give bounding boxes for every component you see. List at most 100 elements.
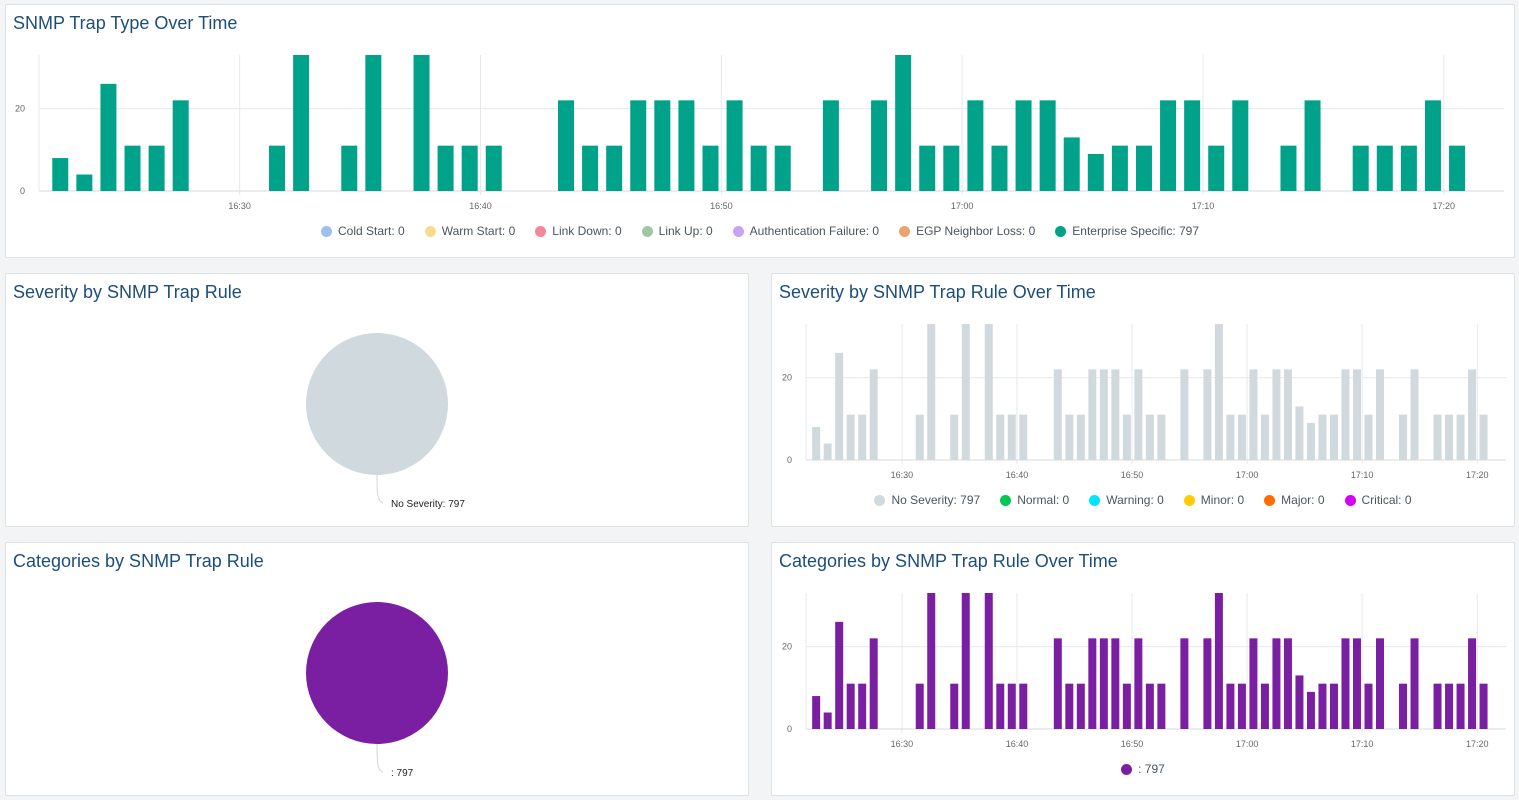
y-tick-label: 0 xyxy=(787,724,792,734)
bar xyxy=(927,324,936,460)
bar xyxy=(1160,100,1177,191)
x-tick-label: 17:10 xyxy=(1351,470,1374,480)
bar xyxy=(823,712,832,729)
legend-label: Cold Start: 0 xyxy=(337,224,405,238)
bar xyxy=(991,145,1008,191)
legend-dot-icon xyxy=(320,225,332,237)
chart-legend: No Severity: 797 Normal: 0 Warning: 0 Minor… xyxy=(772,493,1514,507)
bar xyxy=(1203,369,1212,460)
legend-item[interactable]: Normal: 0 xyxy=(1000,493,1069,507)
bar xyxy=(485,145,502,191)
bar xyxy=(1135,145,1152,191)
legend-item[interactable]: Critical: 0 xyxy=(1344,493,1412,507)
categories-pie-chart: : 797 xyxy=(306,602,448,779)
bar xyxy=(1479,683,1488,729)
x-tick-label: 16:50 xyxy=(1121,470,1144,480)
bar xyxy=(996,683,1005,729)
bar xyxy=(1111,638,1120,729)
bar xyxy=(1134,638,1143,729)
categories-bar-chart: 16:30 16:40 16:50 17:00 17:10 17:20 0 20 xyxy=(782,593,1506,749)
bar xyxy=(1232,100,1249,191)
panel-severity-by-rule: Severity by SNMP Trap Rule No Severity: … xyxy=(5,273,749,527)
legend-item[interactable]: Warning: 0 xyxy=(1089,493,1164,507)
bar xyxy=(1410,369,1419,460)
legend-item[interactable]: Link Down: 0 xyxy=(535,224,622,238)
pie-slice xyxy=(306,602,448,744)
panel-categories-by-rule: Categories by SNMP Trap Rule : 797 xyxy=(5,542,749,796)
bar xyxy=(630,100,647,191)
bar xyxy=(1449,145,1466,191)
legend-label: Enterprise Specific: 797 xyxy=(1072,224,1200,238)
bar xyxy=(124,145,141,191)
legend-item[interactable]: Authentication Failure: 0 xyxy=(732,224,880,238)
bar xyxy=(812,696,821,729)
bar xyxy=(919,145,936,191)
legend-item[interactable]: Major: 0 xyxy=(1264,493,1325,507)
bar xyxy=(1157,683,1166,729)
bar xyxy=(1352,638,1361,729)
panel-title: Severity by SNMP Trap Rule Over Time xyxy=(779,282,1096,302)
legend-label: Critical: 0 xyxy=(1361,493,1412,507)
chart-legend: : 797 xyxy=(772,762,1514,776)
legend-label: Minor: 0 xyxy=(1200,493,1245,507)
bar xyxy=(1329,414,1338,460)
x-tick-label: 17:20 xyxy=(1466,739,1489,749)
legend-item[interactable]: No Severity: 797 xyxy=(874,493,980,507)
bar xyxy=(1352,369,1361,460)
bar xyxy=(1180,369,1189,460)
bar xyxy=(1208,145,1225,191)
bar xyxy=(1433,414,1442,460)
bar xyxy=(996,414,1005,460)
bar xyxy=(1249,638,1258,729)
bar xyxy=(1445,414,1454,460)
bar xyxy=(1122,414,1131,460)
legend-item[interactable]: Minor: 0 xyxy=(1183,493,1245,507)
bar xyxy=(1445,683,1454,729)
legend-item[interactable]: Link Up: 0 xyxy=(641,224,713,238)
legend-item[interactable]: Warm Start: 0 xyxy=(424,224,516,238)
bar xyxy=(148,145,165,191)
bar xyxy=(1283,369,1292,460)
legend-label: Authentication Failure: 0 xyxy=(749,224,880,238)
bar xyxy=(858,414,867,460)
bar xyxy=(915,414,924,460)
bar xyxy=(1184,100,1201,191)
panel-trap-type-over-time: SNMP Trap Type Over Time 16:30 16:40 16:50… xyxy=(5,4,1515,258)
legend-label: Warning: 0 xyxy=(1106,493,1164,507)
legend-item[interactable]: EGP Neighbor Loss: 0 xyxy=(899,224,1035,238)
bar xyxy=(557,100,574,191)
bar xyxy=(927,593,936,729)
bar xyxy=(1433,683,1442,729)
bar xyxy=(1226,683,1235,729)
bar xyxy=(1076,414,1085,460)
bar xyxy=(1087,153,1104,191)
panel-title: Severity by SNMP Trap Rule xyxy=(13,282,242,302)
bar xyxy=(100,83,117,191)
bar xyxy=(1364,683,1373,729)
bar xyxy=(76,174,93,191)
bar xyxy=(1260,683,1269,729)
x-tick-label: 17:00 xyxy=(951,201,974,211)
bar xyxy=(1304,100,1321,191)
legend-item[interactable]: : 797 xyxy=(1121,762,1165,776)
bar xyxy=(961,593,970,729)
legend-item[interactable]: Cold Start: 0 xyxy=(320,224,405,238)
bar xyxy=(961,324,970,460)
bar xyxy=(1063,137,1080,191)
bar xyxy=(1318,414,1327,460)
bar xyxy=(1007,683,1016,729)
bar xyxy=(1376,145,1393,191)
legend-item[interactable]: Enterprise Specific: 797 xyxy=(1055,224,1199,238)
bar xyxy=(1364,414,1373,460)
bar xyxy=(1065,683,1074,729)
panel-severity-over-time: Severity by SNMP Trap Rule Over Time 16:… xyxy=(771,273,1515,527)
y-tick-label: 0 xyxy=(787,455,792,465)
bar xyxy=(1237,683,1246,729)
severity-pie-chart: No Severity: 797 xyxy=(306,333,465,510)
legend-label: Warm Start: 0 xyxy=(441,224,516,238)
bar xyxy=(461,145,478,191)
x-tick-label: 16:30 xyxy=(891,470,914,480)
bar xyxy=(1341,369,1350,460)
bar xyxy=(846,683,855,729)
bar xyxy=(1134,369,1143,460)
